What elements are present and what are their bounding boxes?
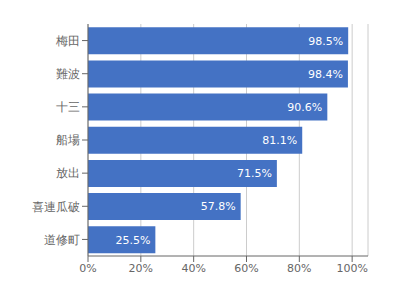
svg-text:90.6%: 90.6% xyxy=(287,101,322,114)
svg-text:20%: 20% xyxy=(129,262,153,275)
svg-text:98.5%: 98.5% xyxy=(308,35,343,48)
svg-text:40%: 40% xyxy=(181,262,205,275)
svg-text:0%: 0% xyxy=(79,262,96,275)
svg-text:放出: 放出 xyxy=(56,166,80,180)
svg-text:25.5%: 25.5% xyxy=(115,234,150,247)
svg-text:喜連瓜破: 喜連瓜破 xyxy=(32,200,80,214)
svg-text:60%: 60% xyxy=(234,262,258,275)
svg-text:梅田: 梅田 xyxy=(55,34,80,48)
svg-text:難波: 難波 xyxy=(56,67,80,81)
svg-text:船場: 船場 xyxy=(56,133,80,147)
svg-text:100%: 100% xyxy=(336,262,367,275)
svg-text:71.5%: 71.5% xyxy=(237,167,272,180)
svg-text:道修町: 道修町 xyxy=(44,233,80,247)
svg-text:57.8%: 57.8% xyxy=(201,200,236,213)
svg-text:98.4%: 98.4% xyxy=(308,68,343,81)
svg-text:十三: 十三 xyxy=(56,100,80,114)
svg-text:80%: 80% xyxy=(287,262,311,275)
svg-text:81.1%: 81.1% xyxy=(262,134,297,147)
